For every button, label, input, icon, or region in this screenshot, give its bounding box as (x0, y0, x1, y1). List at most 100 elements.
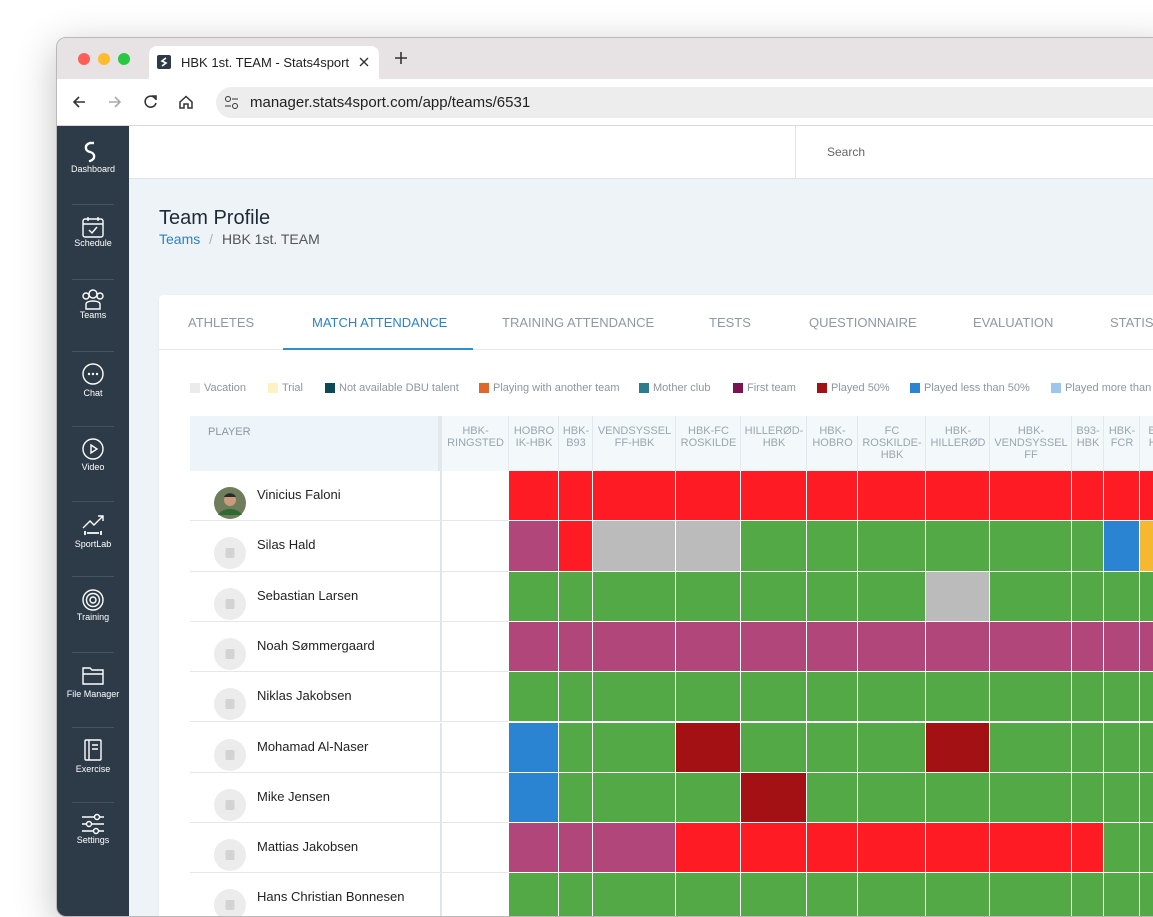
player-name[interactable]: Niklas Jakobsen (257, 688, 352, 704)
player-cell: Sebastian Larsen (190, 571, 441, 622)
player-cell: Mohamad Al-Naser (190, 722, 441, 773)
icon-part (87, 372, 91, 376)
tab[interactable]: STATISTICS (1110, 315, 1153, 330)
icon-part (84, 141, 96, 163)
player-avatar (214, 788, 246, 821)
icon-part (82, 438, 104, 460)
reload-button[interactable] (144, 95, 158, 109)
close-tab[interactable] (359, 57, 369, 67)
player-name[interactable]: Silas Hald (257, 537, 316, 553)
sidebar-item[interactable]: Settings (57, 806, 129, 872)
sidebar-item[interactable]: Dashboard (57, 134, 129, 205)
attendance-cell (925, 772, 989, 824)
sidebar-item[interactable]: Video (57, 431, 129, 502)
player-cell: Mattias Jakobsen (190, 823, 441, 874)
player-name[interactable]: Noah Sømmergaard (257, 637, 375, 653)
player-name[interactable]: Sebastian Larsen (257, 587, 359, 603)
sidebar-item[interactable]: SportLab (57, 506, 129, 577)
tab-bar: HBK 1st. TEAM - Stats4sport (57, 38, 1153, 80)
match-header-label: HBK-HILLERØD (930, 425, 986, 449)
attendance-cell (441, 471, 508, 522)
icon-part (225, 96, 231, 102)
attendance-cell (806, 722, 857, 773)
attendance-table: PLAYER HBK-RINGSTED HOBRO IK-HBK HBK-B93 VEN… (190, 416, 1153, 916)
sidebar-item[interactable]: Teams (57, 281, 129, 352)
back-button[interactable] (72, 95, 86, 109)
tab[interactable]: ATHLETES (188, 315, 255, 330)
tab[interactable]: EVALUATION (973, 315, 1054, 330)
forward-button[interactable] (108, 95, 122, 109)
attendance-cell (925, 823, 989, 874)
icon-part (359, 57, 369, 67)
window-control[interactable] (98, 53, 110, 65)
player-name[interactable]: Mattias Jakobsen (257, 839, 359, 855)
new-tab[interactable] (395, 52, 407, 64)
player-name[interactable]: Vinicius Faloni (257, 487, 341, 502)
icon-part (83, 217, 103, 235)
sidebar-item[interactable]: Exercise (57, 732, 129, 803)
tab[interactable]: MATCH ATTENDANCE (312, 315, 448, 330)
sidebar-item[interactable]: File Manager (57, 657, 129, 728)
player-avatar (214, 839, 246, 872)
attendance-cell (558, 722, 592, 773)
legend-label: Mother club (653, 382, 711, 394)
search-input[interactable]: Search (827, 145, 866, 159)
match-header-label: FC ROSKILDE-HBK (862, 425, 922, 461)
sidebar-item[interactable]: Chat (57, 356, 129, 427)
match-header: HBK-B93 (558, 416, 592, 471)
icon-part (109, 96, 122, 108)
attendance-cell (925, 672, 989, 723)
match-header: B93-HBK (1139, 416, 1153, 471)
sidebar-item[interactable]: Schedule (57, 209, 129, 280)
sidebar-label: Teams (79, 310, 107, 320)
player-name[interactable]: Mohamad Al-Naser (257, 738, 369, 754)
sidebar: Dashboard Schedule Teams Chat Video SportLab T… (57, 126, 129, 916)
attendance-cell (1103, 722, 1139, 773)
attendance-cell (1139, 672, 1153, 723)
tab[interactable]: TESTS (709, 315, 751, 330)
home-button[interactable] (179, 95, 193, 109)
icon-part (92, 827, 100, 835)
icon-part (85, 300, 101, 310)
icon-part (224, 493, 236, 497)
legend-label: Played less than 50% (924, 382, 1030, 394)
browser-window: HBK 1st. TEAM - Stats4sport manager.stats… (56, 37, 1153, 917)
match-header: HBK-FCR (1103, 416, 1139, 471)
attendance-cell (592, 823, 675, 874)
attendance-cell (989, 873, 1071, 916)
attendance-cell (441, 672, 508, 723)
attendance-cell (806, 471, 857, 522)
match-header-label: HBK-VENDSYSSEL FF (994, 425, 1068, 461)
attendance-cell (806, 823, 857, 874)
sidebar-divider (72, 576, 114, 577)
attendance-cell (1103, 621, 1139, 673)
player-name[interactable]: Mike Jensen (257, 788, 330, 804)
tabs-border (159, 349, 1153, 350)
attendance-cell (989, 722, 1071, 773)
icon-part (82, 816, 104, 832)
window-control[interactable] (118, 53, 130, 65)
legend-label: Trial (282, 382, 303, 394)
icon-part (160, 57, 168, 67)
attendance-cell (857, 571, 925, 622)
icon-part (82, 218, 104, 238)
window-control[interactable] (78, 53, 90, 65)
attendance-cell (1071, 722, 1103, 773)
legend-label: First team (747, 382, 796, 394)
tab[interactable]: QUESTIONNAIRE (809, 315, 917, 330)
sidebar-label: Exercise (75, 764, 111, 774)
sidebar-item[interactable]: Training (57, 582, 129, 653)
attendance-cell (441, 873, 508, 916)
top-header: Search (129, 126, 1153, 179)
sidebar-label: Training (76, 612, 110, 622)
attendance-cell (508, 823, 558, 874)
sidebar-icon (82, 289, 104, 310)
attendance-cell (806, 521, 857, 572)
tab[interactable]: TRAINING ATTENDANCE (502, 315, 655, 330)
attendance-cell (592, 621, 675, 673)
attendance-cell (989, 471, 1071, 522)
url-field[interactable]: manager.stats4sport.com/app/teams/6531 (216, 87, 1153, 118)
breadcrumb-link[interactable]: Teams (159, 231, 201, 247)
icon-part (84, 739, 102, 761)
browser-tab[interactable]: HBK 1st. TEAM - Stats4sport (149, 46, 379, 80)
